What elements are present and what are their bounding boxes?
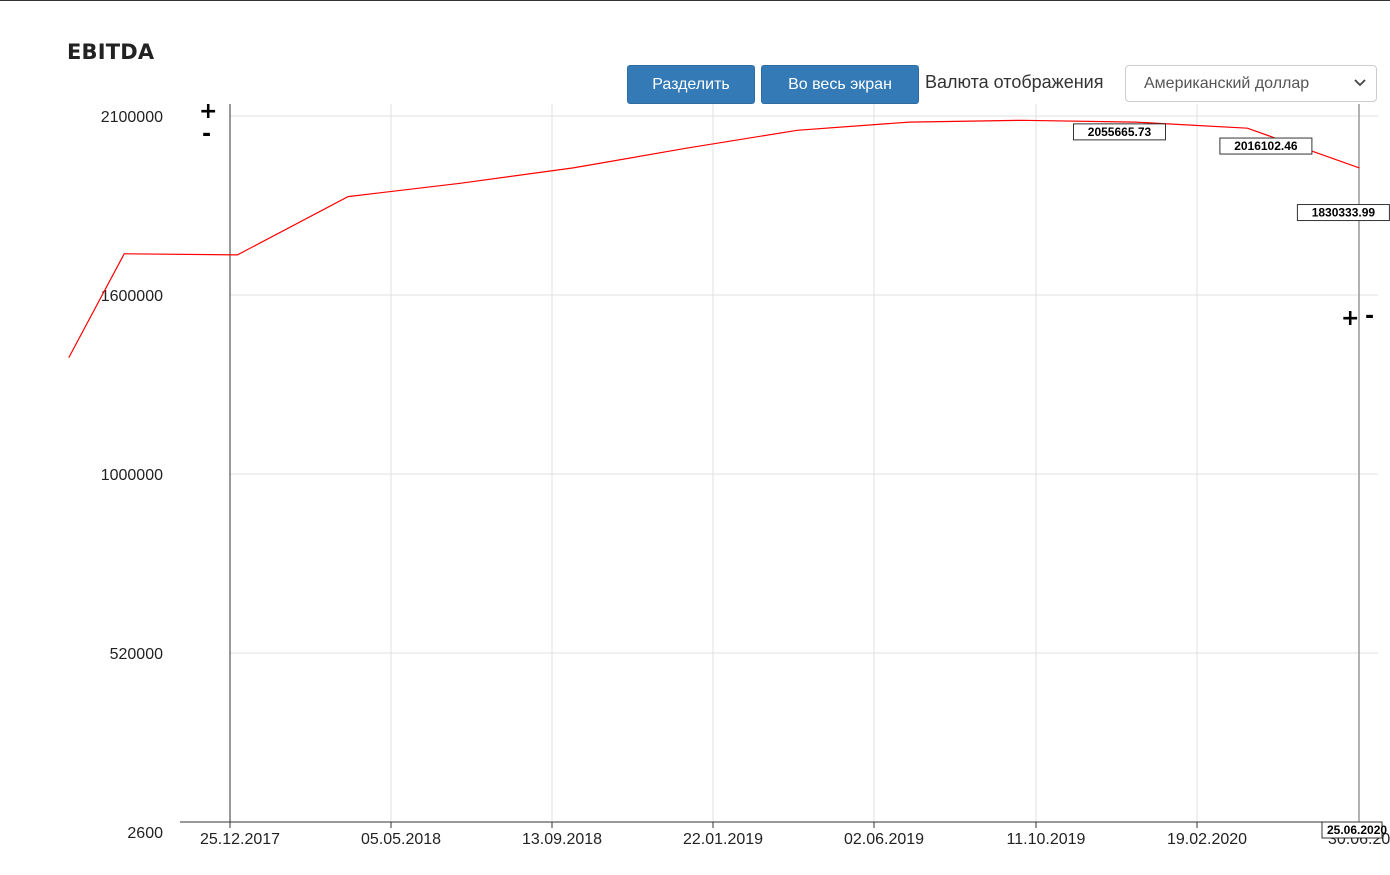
y-tick-label: 1000000	[101, 467, 163, 484]
y-tick-label: 520000	[110, 646, 163, 663]
series-layer	[68, 119, 1360, 358]
x-tick-labels: 25.12.2017 05.05.2018 13.09.2018 22.01.2019…	[200, 831, 1390, 848]
cursor-date-box	[1321, 821, 1383, 839]
y-tick-label: 2600	[127, 825, 163, 842]
y-tick-label: 2100000	[101, 109, 163, 126]
grid-layer	[230, 104, 1378, 822]
fullscreen-button[interactable]: Во весь экран	[761, 65, 919, 104]
x-tick-label: 22.01.2019	[683, 831, 763, 848]
chevron-down-icon	[1354, 79, 1366, 87]
data-label-text: 2055665.73	[1088, 125, 1152, 139]
x-zoom-in-button[interactable]: +	[1341, 306, 1360, 331]
currency-label: Валюта отображения	[925, 72, 1104, 92]
y-zoom-out-button[interactable]: -	[202, 122, 212, 147]
data-labels: 2055665.73 2016102.46 1830333.99 25.06.2020	[1072, 123, 1390, 839]
data-label-box	[1296, 204, 1390, 222]
data-label-text: 1830333.99	[1312, 206, 1376, 220]
data-label: 1830333.99	[1296, 204, 1390, 222]
y-tick-labels: 2600 520000 1000000 1600000 2100000	[101, 109, 163, 842]
x-tick-label: 05.05.2018	[361, 831, 441, 848]
axis-layer	[180, 104, 1378, 828]
chart-title: EBITDA	[67, 40, 155, 64]
x-tick-label: 02.06.2019	[844, 831, 924, 848]
data-label: 2016102.46	[1219, 137, 1313, 155]
x-tick-label: 19.02.2020	[1167, 831, 1247, 848]
x-tick-label: 11.10.2019	[1007, 831, 1086, 848]
data-label: 2055665.73	[1072, 123, 1166, 141]
split-button[interactable]: Разделить	[627, 65, 755, 104]
data-label-box	[1072, 123, 1166, 141]
cursor-date-text: 25.06.2020	[1327, 823, 1387, 837]
x-tick-label: 25.12.2017	[200, 831, 280, 848]
y-tick-label: 1600000	[101, 288, 163, 305]
x-zoom-out-button[interactable]: -	[1365, 304, 1375, 329]
data-label-box	[1219, 137, 1313, 155]
series-line	[68, 119, 1360, 358]
y-zoom-in-button[interactable]: +	[199, 99, 218, 124]
data-label-text: 2016102.46	[1234, 139, 1298, 153]
currency-select-value: Американский доллар	[1144, 74, 1310, 92]
cursor-date-label: 25.06.2020	[1321, 821, 1387, 839]
currency-select[interactable]: Американский доллар	[1125, 65, 1377, 102]
x-tick-label: 13.09.2018	[522, 831, 602, 848]
top-border	[0, 0, 1390, 1]
